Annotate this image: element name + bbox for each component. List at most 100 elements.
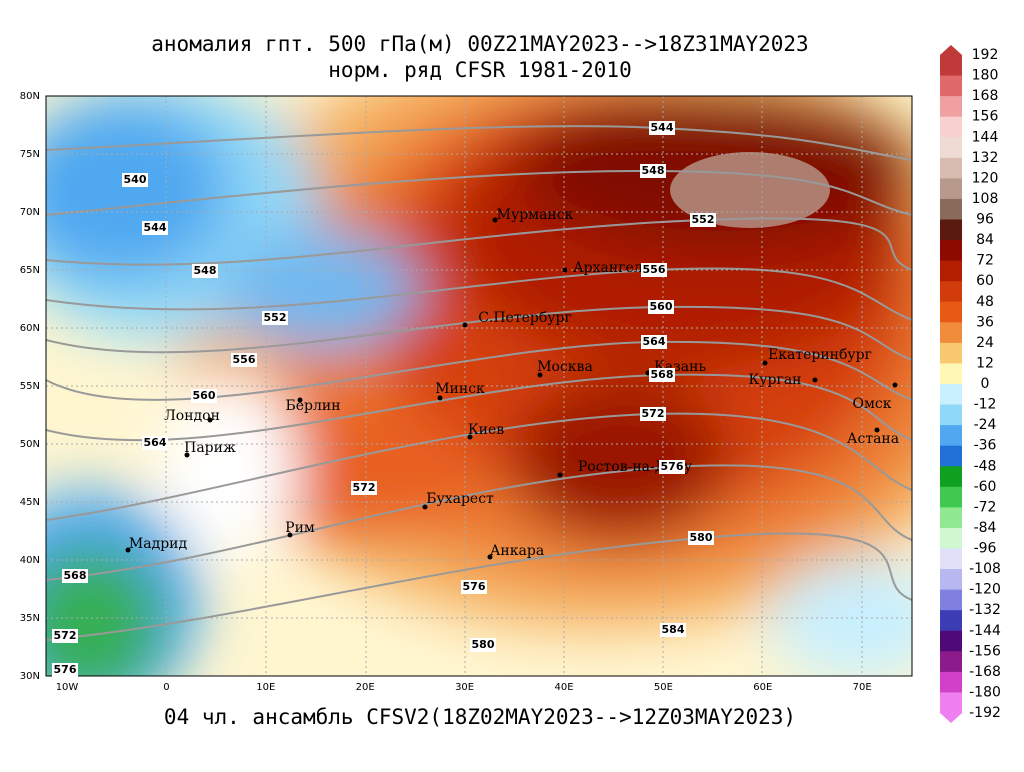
colorbar-swatch <box>940 384 962 406</box>
lon-label: 50E <box>654 682 673 693</box>
lon-label: 10E <box>256 682 275 693</box>
title: аномалия гпт. 500 гПа(м) 00Z21MAY2023-->… <box>151 32 808 56</box>
colorbar-arrow <box>940 45 962 55</box>
contour-label: 572 <box>54 629 77 642</box>
city-dot <box>487 554 493 560</box>
colorbar-swatch <box>940 692 962 714</box>
contour-label-bg <box>660 623 686 637</box>
city-dot <box>492 217 498 223</box>
contour-label: 564 <box>144 436 167 449</box>
contour-label: 540 <box>124 173 147 186</box>
colorbar-swatch <box>940 219 962 241</box>
colorbar-swatch <box>940 157 962 179</box>
colorbar-label: 120 <box>972 170 999 186</box>
lon-label: 40E <box>554 682 573 693</box>
colorbar-swatch <box>940 425 962 447</box>
contour-label-bg <box>649 368 675 382</box>
lat-label: 60N <box>20 323 40 334</box>
contour-label-bg <box>649 121 675 135</box>
colorbar-label: -156 <box>969 643 1001 659</box>
contour-label: 560 <box>193 389 216 402</box>
colorbar-label: -24 <box>974 417 997 433</box>
graticule <box>46 96 912 676</box>
lat-label: 75N <box>20 149 40 160</box>
lon-label: 20E <box>356 682 375 693</box>
contour-label: 576 <box>661 460 684 473</box>
city-dot <box>125 547 131 553</box>
colorbar-swatch <box>940 260 962 282</box>
city-label: Мурманск <box>497 207 574 223</box>
colorbar-label: -48 <box>974 458 997 474</box>
contour-label: 576 <box>54 663 77 676</box>
contour-label: 576 <box>463 580 486 593</box>
contour-label: 568 <box>651 368 674 381</box>
contour-label: 580 <box>690 531 713 544</box>
colorbar-label: 0 <box>981 376 990 392</box>
city-label: Лондон <box>164 408 220 424</box>
contour-label-bg <box>648 300 674 314</box>
city-label: Курган <box>748 372 801 388</box>
lon-label: 30E <box>455 682 474 693</box>
map-frame <box>45 95 913 677</box>
city-label: Бухарест <box>426 491 494 507</box>
city-label: Берлин <box>285 398 340 414</box>
colorbar-swatch <box>940 589 962 611</box>
city-dot <box>422 504 428 510</box>
colorbar-swatch <box>940 198 962 220</box>
city-label: Москва <box>537 359 593 375</box>
lat-label: 70N <box>20 207 40 218</box>
colorbar-arrow <box>940 713 962 723</box>
colorbar-label: 168 <box>972 88 999 104</box>
colorbar-swatch <box>940 610 962 632</box>
colorbar-label: 72 <box>976 253 994 269</box>
colorbar-label: -132 <box>969 602 1001 618</box>
city-label: Мадрид <box>129 536 188 552</box>
contour-label-bg <box>142 221 168 235</box>
lat-label: 45N <box>20 497 40 508</box>
colorbar-label: 192 <box>972 47 999 63</box>
colorbar-swatch <box>940 178 962 200</box>
contour-label-bg <box>192 264 218 278</box>
colorbar-swatch <box>940 96 962 118</box>
colorbar-label: -180 <box>969 684 1001 700</box>
colorbar-label: 24 <box>976 335 994 351</box>
colorbar-label: 108 <box>972 191 999 207</box>
colorbar-label: -108 <box>969 561 1001 577</box>
colorbar-swatch <box>940 569 962 591</box>
city-dot <box>287 532 293 538</box>
colorbar-swatch <box>940 445 962 467</box>
colorbar-label: -12 <box>974 397 997 413</box>
contour-label-bg <box>470 638 496 652</box>
city-dot <box>297 397 303 403</box>
lat-label: 40N <box>20 555 40 566</box>
contour-label-bg <box>690 213 716 227</box>
colorbar-label: 144 <box>972 129 999 145</box>
contour-label: 572 <box>353 481 376 494</box>
city-label: Екатеринбург <box>768 347 872 363</box>
contour-label-bg <box>640 407 666 421</box>
colorbar-label: 156 <box>972 109 999 125</box>
colorbar-label: 36 <box>976 314 994 330</box>
contour-label: 568 <box>64 569 87 582</box>
contour-label: 548 <box>194 264 217 277</box>
city-label: Минск <box>435 381 485 397</box>
footer: 04 чл. ансамбль CFSV2(18Z02MAY2023-->12Z… <box>164 705 796 729</box>
colorbar-label: -84 <box>974 520 997 536</box>
contour-label: 544 <box>144 221 167 234</box>
colorbar-label: -72 <box>974 499 997 515</box>
contour-label-bg <box>641 263 667 277</box>
colorbar-swatch <box>940 75 962 97</box>
city-dot <box>812 377 818 383</box>
contour-label: 580 <box>472 638 495 651</box>
contour-label: 552 <box>264 311 287 324</box>
colorbar-swatch <box>940 55 962 77</box>
colorbar-swatch <box>940 527 962 549</box>
city-dot <box>467 434 473 440</box>
contour-label-bg <box>231 353 257 367</box>
city-dot <box>207 417 213 423</box>
colorbar-label: -36 <box>974 438 997 454</box>
contour-label: 560 <box>650 300 673 313</box>
contour-label: 556 <box>643 263 666 276</box>
colorbar-swatch <box>940 116 962 138</box>
colorbar-swatch <box>940 630 962 652</box>
